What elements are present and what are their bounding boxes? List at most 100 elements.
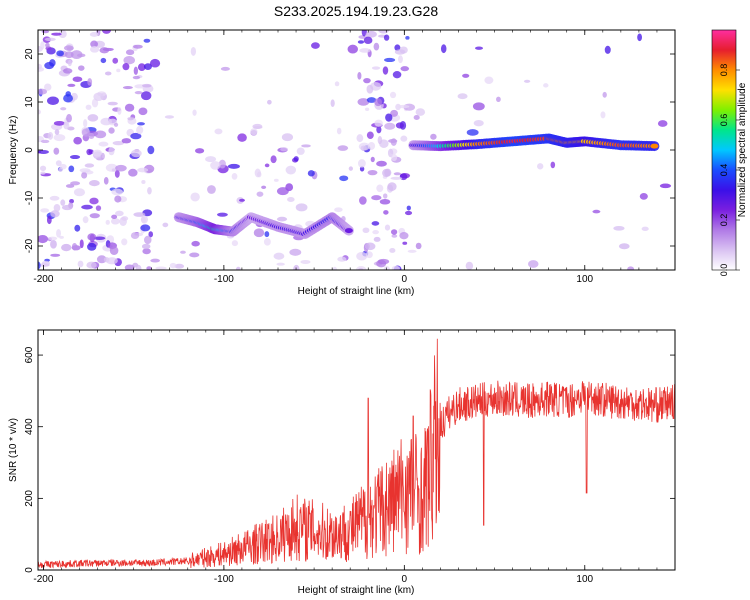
spectrogram-noise-cell (231, 240, 239, 247)
spectrogram-noise-cell (87, 114, 99, 122)
spectrogram-noise-cell (121, 238, 128, 246)
spectrogram-noise-cell (79, 168, 91, 173)
spectrogram-noise-cell (364, 242, 376, 251)
spectrogram-noise-cell (472, 102, 485, 111)
spectrogram-noise-cell (466, 129, 479, 136)
spectrogram-noise-cell (382, 66, 389, 75)
spectrogram-noise-cell (347, 44, 358, 54)
spectrogram-x-tick-label: -100 (214, 274, 234, 285)
spectrogram-noise-cell (391, 234, 398, 238)
spectrogram-noise-cell (296, 147, 305, 155)
spectrogram-noise-cell (50, 239, 57, 249)
spectrogram-noise-cell (100, 57, 107, 64)
spectrogram-noise-cell (180, 250, 186, 254)
spectrogram-noise-cell (190, 192, 200, 202)
spectrogram-noise-cell (146, 266, 152, 270)
spectrogram-noise-cell (390, 138, 397, 146)
spectrogram-noise-cell (150, 258, 160, 263)
spectrogram-noise-cell (48, 236, 58, 241)
spectrogram-noise-cell (133, 44, 143, 49)
spectrogram-noise-cell (134, 91, 143, 95)
colorbar-label: Normalized spectral amplitude (737, 82, 748, 217)
spectrogram-noise-cell (216, 212, 228, 217)
spectrogram-noise-cell (133, 212, 146, 217)
spectrogram-noise-cell (334, 207, 343, 213)
spectrogram-noise-cell (264, 163, 270, 168)
spectrogram-y-tick-label: 10 (24, 96, 35, 108)
spectrogram-y-tick-label: 20 (24, 48, 35, 60)
spectrogram-noise-cell (415, 242, 422, 250)
spectrogram-x-ticks: -200 -100 0 100 (33, 30, 676, 285)
spectrogram-noise-cell (142, 83, 152, 88)
spectrogram-noise-cell (227, 163, 240, 169)
spectrogram-noise-cell (462, 73, 470, 78)
spectrogram-noise-cell (415, 108, 426, 116)
spectrogram-noise-cell (143, 38, 151, 43)
spectrogram-noise-cell (44, 37, 56, 42)
spectrogram-noise-cell (128, 168, 138, 177)
spectrogram-noise-cell (300, 259, 311, 264)
spectrogram-noise-cell (365, 251, 373, 259)
spectrogram-noise-cell (131, 149, 142, 158)
signal-core (650, 143, 659, 149)
spectrogram-noise-cell (141, 180, 146, 184)
spectrogram-y-tick-label: -20 (24, 238, 35, 253)
signal-core (344, 228, 353, 234)
spectrogram-noise-cell (111, 188, 124, 196)
spectrogram-noise-cell (537, 163, 544, 170)
spectrogram-noise-cell (164, 115, 175, 119)
spectrogram-noise-cell (218, 159, 226, 169)
spectrogram-noise-cell (371, 66, 381, 70)
spectrogram-noise-cell (367, 141, 376, 150)
spectrogram-noise-cell (287, 197, 295, 202)
spectrogram-noise-cell (407, 249, 417, 253)
spectrogram-noise-cell (220, 66, 230, 71)
snr-y-label: SNR (10 * v/v) (8, 418, 19, 482)
spectrogram-noise-cell (39, 165, 47, 172)
spectrogram-noise-cell (254, 168, 261, 178)
spectrogram-noise-cell (130, 232, 140, 240)
spectrogram-noise-cell (332, 266, 337, 270)
spectrogram-noise-cell (63, 45, 74, 51)
snr-y-tick-label: 600 (24, 346, 35, 363)
spectrogram-noise-cell (384, 168, 392, 177)
spectrogram-noise-cell (377, 136, 383, 145)
spectrogram-noise-cell (47, 132, 54, 140)
spectrogram-noise-cell (113, 122, 119, 127)
spectrogram-signal-track (173, 133, 660, 239)
spectrogram-noise-cell (373, 236, 381, 242)
spectrogram-noise-cell (293, 264, 300, 270)
spectrogram-noise-cell (108, 146, 115, 156)
spectrogram-noise-cell (394, 49, 406, 55)
spectrogram-noise-cell (195, 148, 205, 154)
spectrogram-noise-cell (394, 44, 401, 51)
spectrogram-noise-cell (90, 40, 98, 48)
spectrogram-noise-cell (38, 88, 48, 95)
spectrogram-noise-cell (395, 122, 404, 129)
snr-y-tick-label: 400 (24, 418, 35, 435)
spectrogram-noise-cell (122, 86, 133, 90)
spectrogram-noise-cell (74, 224, 81, 232)
spectrogram-noise-cell (406, 205, 411, 211)
spectrogram-noise-cell (600, 111, 606, 119)
spectrogram-noise-cell (38, 63, 43, 70)
spectrogram-noise-cell (363, 36, 373, 45)
spectrogram-noise-cell (618, 243, 630, 250)
spectrogram-noise-cell (337, 145, 349, 151)
spectrogram-noise-cell (38, 149, 49, 155)
spectrogram-noise-cell (602, 91, 607, 98)
spectrogram-noise-cell (356, 266, 367, 270)
spectrogram-noise-cell (384, 122, 396, 130)
spectrogram-noise-cell (56, 50, 64, 57)
spectrogram-noise-cell (93, 236, 106, 241)
spectrogram-noise-cell (114, 195, 122, 203)
spectrogram-noise-cell (334, 81, 340, 87)
spectrogram-noise-cell (109, 246, 119, 255)
spectrogram-noise-cell (44, 62, 55, 70)
spectrogram-noise-cell (123, 56, 135, 65)
spectrogram-noise-cell (392, 70, 402, 79)
spectrogram-noise-cell (81, 172, 88, 179)
spectrogram-noise-cell (67, 83, 76, 87)
spectrogram-noise-cell (366, 131, 374, 139)
figure-title: S233.2025.194.19.23.G28 (274, 3, 438, 19)
